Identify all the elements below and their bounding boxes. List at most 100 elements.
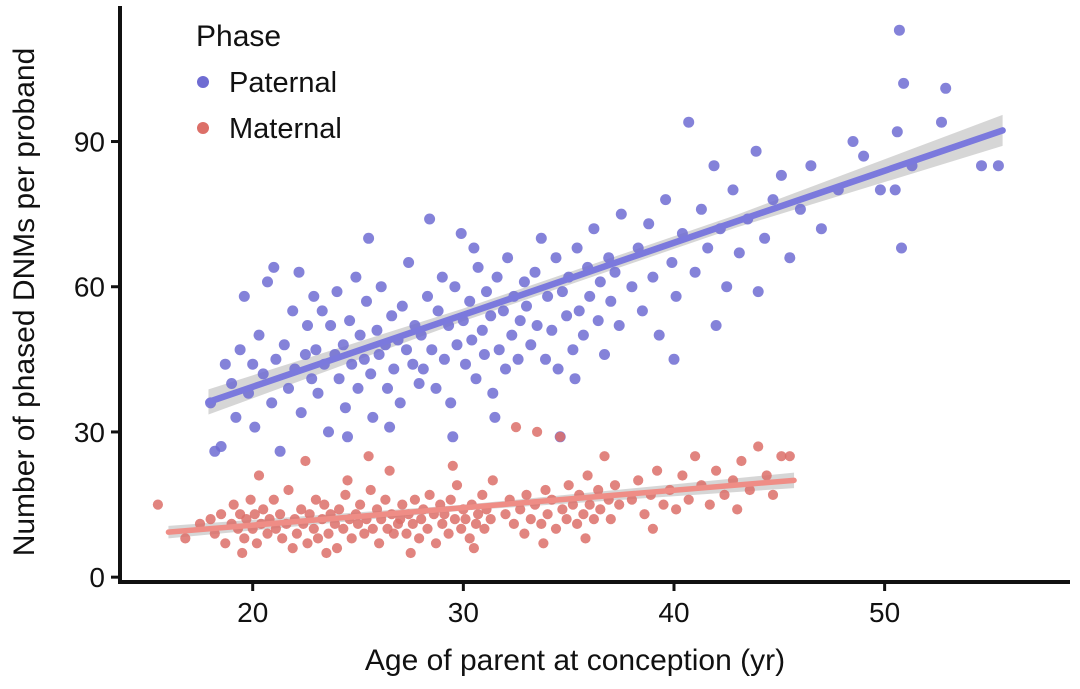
data-point-maternal (352, 518, 364, 530)
data-point-paternal (636, 305, 648, 317)
data-point-paternal (274, 445, 286, 457)
data-point-paternal (896, 242, 907, 254)
data-point-maternal (291, 528, 302, 539)
data-point-paternal (521, 300, 532, 312)
data-point-paternal (352, 382, 364, 394)
data-point-paternal (752, 286, 764, 298)
data-point-paternal (257, 368, 269, 380)
data-point-maternal (683, 494, 694, 505)
data-point-maternal (647, 523, 659, 534)
data-point-maternal (447, 460, 458, 471)
data-point-maternal (205, 514, 216, 525)
data-point-maternal (194, 518, 206, 530)
data-point-maternal (449, 514, 460, 525)
data-point-maternal (468, 543, 479, 554)
data-point-paternal (470, 373, 482, 385)
data-point-paternal (451, 339, 463, 351)
data-point-paternal (767, 194, 779, 206)
data-point-maternal (572, 518, 583, 530)
legend-label-maternal: Maternal (229, 113, 342, 145)
data-point-paternal (371, 324, 383, 336)
data-point-maternal (736, 455, 747, 467)
data-point-paternal (733, 247, 745, 259)
data-point-paternal (898, 77, 910, 89)
data-point-paternal (234, 344, 246, 356)
data-point-maternal (479, 523, 490, 534)
data-point-maternal (521, 489, 532, 500)
data-point-paternal (784, 252, 796, 264)
data-point-maternal (253, 470, 265, 481)
data-point-maternal (401, 528, 412, 539)
data-point-maternal (363, 451, 374, 462)
axes (111, 6, 1070, 591)
data-point-maternal (515, 504, 526, 515)
data-point-paternal (584, 290, 596, 302)
data-point-paternal (518, 276, 530, 288)
data-point-paternal (375, 281, 387, 293)
data-point-maternal (744, 484, 755, 496)
data-point-paternal (449, 281, 461, 293)
data-point-paternal (302, 320, 313, 331)
data-point-maternal (287, 543, 298, 554)
data-point-maternal (639, 509, 650, 520)
data-point-maternal (563, 480, 574, 491)
data-point-maternal (405, 547, 416, 559)
data-point-paternal (940, 82, 952, 94)
trend-lines (165, 127, 1006, 535)
data-point-maternal (532, 426, 543, 437)
data-point-maternal (395, 514, 406, 525)
x-tick-label: 20 (237, 597, 268, 628)
data-point-maternal (228, 499, 239, 510)
data-point-paternal (847, 136, 859, 147)
data-point-maternal (485, 514, 496, 525)
data-point-paternal (247, 358, 259, 370)
data-point-paternal (268, 261, 280, 273)
data-point-maternal (658, 499, 669, 510)
data-point-paternal (750, 145, 762, 157)
data-point-paternal (287, 305, 299, 317)
data-point-maternal (152, 499, 163, 510)
legend-item-maternal: Maternal (197, 113, 342, 145)
data-point-paternal (361, 295, 372, 307)
data-point-paternal (363, 232, 375, 244)
data-point-maternal (334, 504, 345, 515)
data-point-maternal (437, 518, 448, 530)
data-point-maternal (258, 504, 269, 515)
data-point-maternal (711, 465, 722, 476)
data-point-paternal (295, 407, 307, 419)
data-point-paternal (468, 242, 480, 254)
data-point-maternal (542, 509, 553, 520)
data-point-paternal (653, 329, 665, 341)
data-point-paternal (266, 397, 278, 409)
data-point-maternal (470, 518, 482, 530)
data-point-paternal (354, 329, 366, 341)
data-point-maternal (626, 494, 638, 505)
data-point-paternal (683, 116, 695, 128)
data-point-maternal (374, 538, 385, 549)
data-point-maternal (582, 470, 593, 481)
data-point-paternal (278, 339, 290, 351)
data-point-maternal (245, 494, 256, 505)
data-point-maternal (275, 509, 286, 520)
data-point-paternal (373, 349, 385, 360)
data-point-maternal (283, 484, 294, 496)
data-point-paternal (382, 382, 393, 394)
data-point-paternal (708, 160, 720, 172)
data-point-paternal (472, 261, 484, 273)
y-tick-label: 60 (74, 272, 105, 303)
data-point-maternal (719, 489, 730, 500)
data-point-paternal (460, 358, 471, 370)
data-point-paternal (394, 397, 406, 409)
data-point-paternal (455, 228, 467, 239)
y-axis-title: Number of phased DNMs per proband (8, 48, 41, 557)
legend: Phase Paternal Maternal (196, 20, 342, 145)
data-point-paternal (432, 305, 444, 317)
data-point-paternal (689, 266, 701, 278)
data-point-paternal (542, 290, 554, 302)
data-point-maternal (593, 484, 604, 496)
data-point-paternal (775, 169, 787, 181)
data-point-paternal (502, 252, 514, 264)
data-point-paternal (422, 290, 433, 302)
data-point-maternal (424, 489, 435, 500)
